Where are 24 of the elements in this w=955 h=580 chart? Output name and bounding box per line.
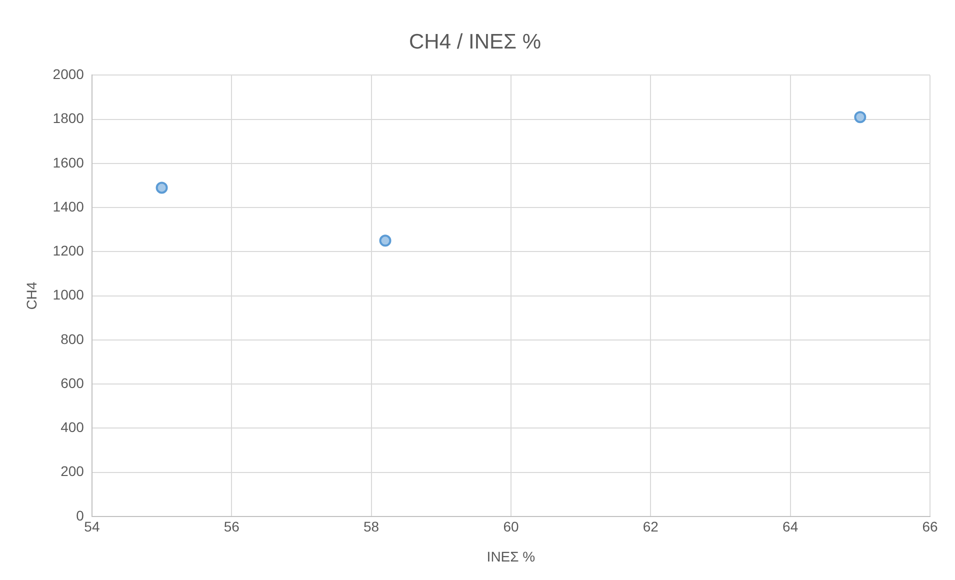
point [156,182,168,194]
y-tick-label: 2000 [52,66,84,82]
y-tick-label: 400 [60,419,84,436]
y-axis-title: CH4 [23,282,40,310]
y-tick-label: 1000 [52,286,84,303]
x-tick-label: 60 [503,518,519,535]
x-tick-label: 56 [224,518,240,535]
x-tick-label: 62 [642,518,659,535]
x-axis-title: ΙΝΕΣ % [486,548,536,564]
x-tick-label: 66 [922,518,938,535]
x-tick-label: 58 [364,518,380,535]
x-tick-label: 64 [782,518,798,535]
y-tick-label: 200 [60,463,84,480]
chart-title: CH4 / ΙΝΕΣ % [408,30,542,54]
point [379,234,392,247]
y-tick-label: 600 [60,374,84,391]
y-tick-label: 0 [76,507,84,524]
y-tick-label: 1400 [52,198,84,214]
y-tick-label: 1800 [52,110,84,126]
y-tick-label: 800 [60,330,84,347]
x-tick-label: 54 [84,518,100,535]
y-tick-label: 1200 [52,242,84,259]
y-tick-label: 1600 [52,154,84,170]
point [854,111,866,124]
